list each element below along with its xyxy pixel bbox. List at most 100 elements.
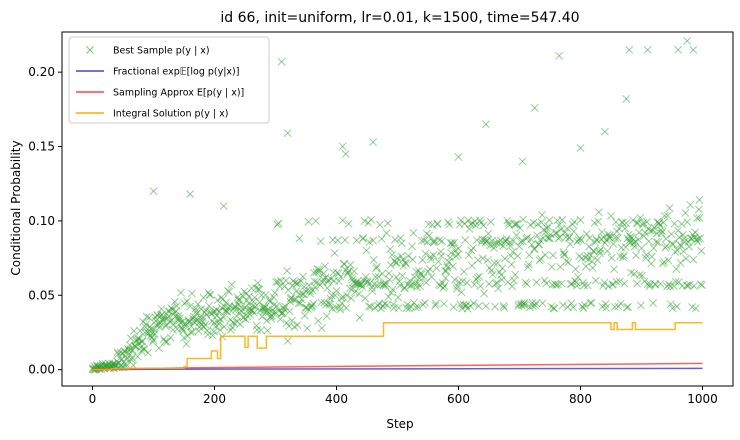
scatter-point (593, 236, 601, 245)
scatter-point (431, 301, 440, 310)
scatter-point (690, 282, 698, 291)
scatter-point (410, 273, 419, 281)
scatter-point (594, 217, 603, 226)
scatter-point (521, 301, 529, 310)
scatter-point (384, 292, 393, 301)
scatter-point (364, 302, 373, 311)
scatter-point (490, 259, 499, 268)
scatter-point (277, 57, 286, 66)
scatter-point (179, 326, 188, 335)
scatter-point (638, 271, 647, 280)
scatter-point (427, 272, 436, 281)
scatter-point (227, 326, 235, 334)
scatter-point (494, 284, 503, 293)
legend: Best Sample p(y | x) Fractional exp𝔼[log … (68, 36, 270, 124)
scatter-point (330, 249, 339, 258)
scatter-point (416, 282, 425, 291)
scatter-point (346, 260, 355, 269)
scatter-point (661, 234, 670, 243)
scatter-point (625, 45, 634, 54)
scatter-point (569, 227, 578, 236)
scatter-point (220, 322, 229, 331)
scatter-point (475, 272, 484, 281)
scatter-point (488, 270, 497, 279)
scatter-point (516, 237, 525, 246)
scatter-point (196, 313, 205, 322)
scatter-point (215, 307, 224, 316)
scatter-point (273, 277, 282, 286)
scatter-point (636, 213, 645, 222)
scatter-point (694, 205, 703, 214)
scatter-point (382, 229, 391, 238)
scatter-point (544, 234, 553, 243)
scatter-point (503, 216, 512, 225)
scatter-point (560, 250, 569, 259)
scatter-point (350, 288, 359, 297)
scatter-point (481, 302, 490, 311)
scatter-point (578, 278, 587, 287)
scatter-point (585, 234, 594, 242)
scatter-point (270, 300, 279, 309)
scatter-point (552, 228, 561, 237)
scatter-point (677, 220, 686, 228)
scatter-point (633, 279, 642, 288)
scatter-point (170, 297, 179, 306)
scatter-point (216, 326, 224, 334)
scatter-point (417, 236, 426, 245)
scatter-point (610, 302, 619, 311)
scatter-point (148, 337, 157, 346)
scatter-point (656, 279, 665, 288)
scatter-point (524, 260, 533, 269)
scatter-point (486, 241, 495, 250)
legend-item: Best Sample p(y | x) (86, 46, 210, 57)
x-tick-label: 400 (325, 392, 348, 406)
scatter-point (696, 234, 705, 243)
scatter-point (411, 303, 420, 312)
scatter-point (438, 237, 446, 246)
scatter-point (386, 245, 395, 254)
scatter-point (159, 316, 168, 325)
scatter-point (288, 316, 296, 325)
scatter-point (335, 302, 344, 311)
scatter-point (555, 51, 564, 60)
scatter-point (311, 217, 320, 225)
scatter-point (635, 228, 644, 237)
scatter-point (427, 255, 436, 264)
scatter-point (569, 303, 578, 312)
scatter-point (647, 252, 656, 261)
scatter-point (689, 45, 698, 54)
scatter-point (479, 221, 488, 230)
scatter-point (336, 272, 345, 281)
scatter-point (693, 214, 701, 223)
scatter-point (325, 300, 334, 309)
scatter-point (500, 303, 509, 312)
scatter-point (214, 320, 223, 328)
scatter-point (126, 334, 135, 343)
scatter-point (236, 320, 245, 329)
scatter-point (577, 236, 586, 245)
legend-label: Best Sample p(y | x) (113, 46, 210, 57)
scatter-point (155, 344, 163, 353)
scatter-point (525, 251, 534, 260)
scatter-point (461, 236, 470, 245)
scatter-point (641, 228, 650, 237)
scatter-point (683, 281, 692, 290)
scatter-point (666, 300, 675, 309)
scatter-point (449, 303, 458, 312)
scatter-point (507, 252, 515, 260)
scatter-point (283, 336, 292, 345)
chart-title: id 66, init=uniform, lr=0.01, k=1500, ti… (220, 10, 579, 26)
scatter-point (675, 233, 684, 242)
scatter-point (435, 236, 444, 245)
scatter-point (469, 299, 478, 308)
scatter-point (431, 299, 440, 308)
y-tick-label: 0.00 (28, 363, 55, 377)
scatter-point (558, 301, 567, 310)
scatter-point (511, 270, 520, 279)
scatter-point (500, 254, 509, 263)
scatter-point (624, 302, 633, 311)
scatter-point (323, 284, 332, 293)
scatter-point (649, 244, 658, 253)
x-tick-label: 1000 (687, 392, 718, 406)
scatter-point (267, 314, 276, 323)
